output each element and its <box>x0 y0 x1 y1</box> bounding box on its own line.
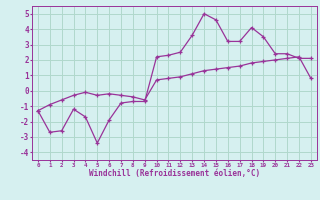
X-axis label: Windchill (Refroidissement éolien,°C): Windchill (Refroidissement éolien,°C) <box>89 169 260 178</box>
